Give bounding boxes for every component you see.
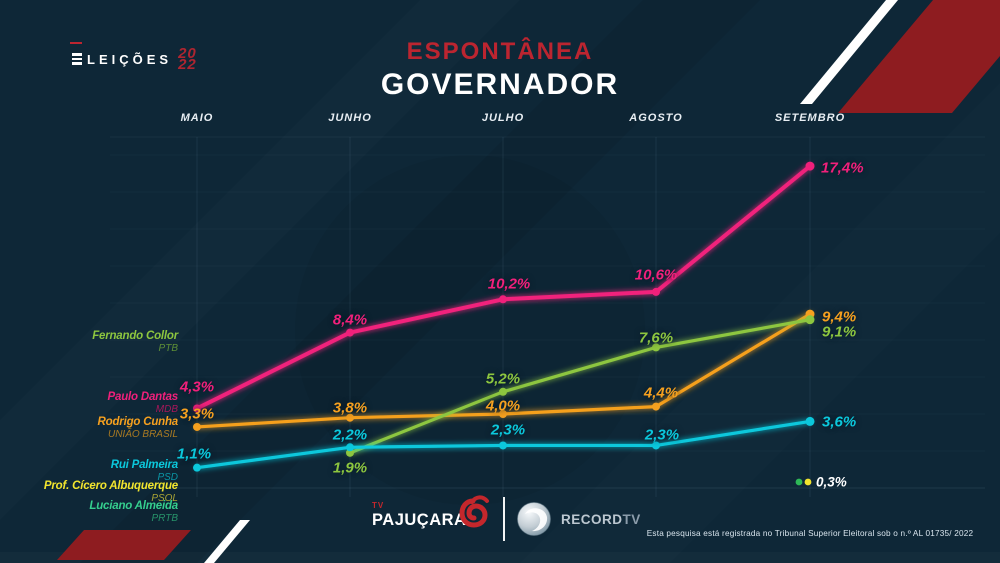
data-point-small	[804, 478, 812, 486]
data-point	[652, 287, 660, 296]
recordtv-wordmark: RECORDTV	[561, 512, 641, 527]
value-label: 9,1%	[822, 323, 857, 341]
month-label: AGOSTO	[629, 112, 683, 124]
data-point	[652, 343, 660, 352]
data-point	[346, 443, 354, 452]
value-label: 5,2%	[485, 370, 521, 388]
title-kicker: ESPONTÂNEA	[406, 38, 594, 65]
record-sphere-icon	[517, 502, 551, 536]
value-label: 10,2%	[487, 275, 531, 293]
month-label: JULHO	[481, 112, 525, 124]
pajucara-swirl-icon	[459, 495, 489, 528]
data-point	[499, 441, 507, 450]
value-label: 2,3%	[644, 426, 680, 444]
data-point	[193, 463, 201, 472]
candidate-label: Rodrigo Cunha UNIÃO BRASIL	[97, 416, 179, 440]
candidate-label: Luciano Almeida PRTB	[89, 500, 179, 524]
candidate-name: Paulo Dantas	[107, 391, 179, 403]
value-label: 1,1%	[176, 445, 212, 463]
candidate-name: Prof. Cícero Albuquerque	[43, 480, 178, 492]
candidate-party: MDB	[155, 404, 178, 415]
chart-data-points	[193, 161, 815, 486]
value-label: 2,3%	[490, 421, 526, 439]
candidate-name: Rui Palmeira	[110, 459, 178, 471]
value-label: 4,4%	[643, 384, 679, 402]
month-label: JUNHO	[328, 112, 372, 124]
year-top: 20	[178, 45, 197, 62]
value-label: 2,2%	[332, 426, 368, 444]
brand-name: LEIÇÕES	[87, 51, 173, 67]
value-label: 7,6%	[638, 329, 674, 347]
data-point	[346, 328, 354, 337]
red-parallelogram-top-right	[838, 0, 1000, 113]
candidate-name: Rodrigo Cunha	[97, 416, 179, 428]
record-text: RECORD	[561, 511, 623, 527]
logo-red-accent	[70, 42, 82, 44]
title-block: ESPONTÂNEA GOVERNADOR	[0, 38, 1000, 102]
red-parallelogram-bottom-left	[57, 530, 191, 560]
eleicoes-2022-logo: LEIÇÕES 20 22	[70, 42, 197, 73]
white-stripe-bottom-left	[204, 520, 250, 563]
candidate-party: PTB	[158, 343, 178, 354]
data-point	[805, 416, 815, 426]
tse-disclaimer: Esta pesquisa está registrada no Tribuna…	[646, 529, 974, 538]
data-point	[346, 448, 354, 457]
value-label: 3,6%	[822, 413, 857, 431]
value-label: 3,3%	[179, 405, 215, 423]
data-point-small	[795, 478, 803, 486]
brand-year: 20 22	[178, 45, 197, 73]
value-label: 17,4%	[821, 159, 864, 177]
data-point	[499, 387, 507, 396]
record-tv-text: TV	[622, 511, 641, 527]
data-point	[193, 404, 201, 413]
value-label: 3,8%	[332, 399, 368, 417]
chart-gridlines	[110, 136, 985, 497]
value-label: 10,6%	[634, 266, 678, 284]
year-bottom: 22	[178, 56, 197, 73]
page-title: GOVERNADOR	[380, 68, 620, 101]
month-label: SETEMBRO	[774, 112, 846, 124]
pajucara-wordmark: PAJUÇARA	[372, 511, 467, 529]
month-label: MAIO	[180, 112, 214, 124]
value-label: 4,3%	[179, 378, 215, 396]
value-label: 9,4%	[822, 308, 857, 326]
candidate-label: Fernando Collor PTB	[92, 330, 178, 354]
data-point	[805, 161, 815, 171]
candidate-label: Prof. Cícero Albuquerque PSOL	[43, 480, 178, 504]
candidate-party: UNIÃO BRASIL	[107, 429, 178, 440]
stylized-e-icon	[72, 53, 82, 65]
data-point	[652, 402, 660, 411]
data-point	[652, 441, 660, 450]
candidate-label: Paulo Dantas MDB	[107, 391, 179, 415]
candidate-name: Fernando Collor	[92, 330, 178, 342]
tv-pajucara-logo: TV PAJUÇARA	[372, 495, 489, 530]
pajucara-tv-label: TV	[372, 501, 385, 510]
value-label: 1,9%	[332, 459, 368, 477]
data-point	[499, 295, 507, 304]
recordtv-logo: RECORDTV	[514, 499, 641, 539]
data-point	[499, 410, 507, 418]
candidate-party: PSOL	[151, 493, 178, 504]
series-line-2	[348, 318, 812, 455]
footer-divider	[503, 497, 505, 541]
candidate-name: Luciano Almeida	[89, 500, 178, 512]
candidate-party: PRTB	[151, 513, 179, 524]
value-label: 4,0%	[485, 397, 521, 415]
white-stripe-top-right	[800, 0, 898, 104]
value-label: 8,4%	[332, 311, 368, 329]
candidate-label: Rui Palmeira PSD	[110, 459, 178, 483]
data-point	[805, 315, 815, 325]
candidate-party: PSD	[157, 472, 178, 483]
shared-value-label: 0,3%	[816, 474, 847, 490]
data-point	[346, 413, 354, 422]
data-point	[193, 422, 201, 431]
